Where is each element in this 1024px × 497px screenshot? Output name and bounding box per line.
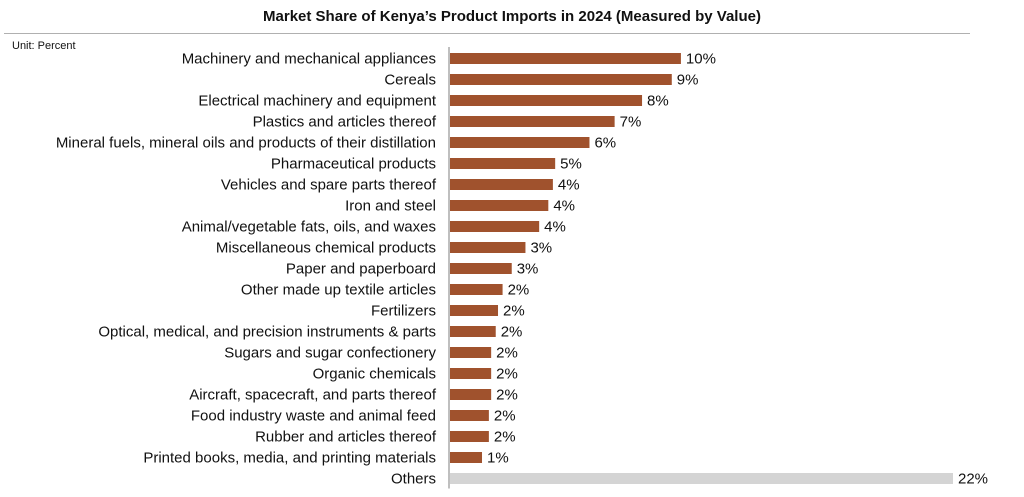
category-label-other-made-up-textile-articles: Other made up textile articles xyxy=(241,282,436,299)
category-label-vehicles-and-spare-parts-thereof: Vehicles and spare parts thereof xyxy=(221,177,437,194)
category-label-sugars-and-sugar-confectionery: Sugars and sugar confectionery xyxy=(224,345,436,362)
category-label-food-industry-waste-and-animal-feed: Food industry waste and animal feed xyxy=(191,408,436,425)
bar-plastics-and-articles-thereof xyxy=(450,116,615,127)
unit-label: Unit: Percent xyxy=(12,40,76,52)
value-label-rubber-and-articles-thereof: 2% xyxy=(494,429,516,446)
bar-machinery-and-mechanical-appliances xyxy=(450,53,681,64)
value-label-machinery-and-mechanical-appliances: 10% xyxy=(686,51,716,68)
category-label-miscellaneous-chemical-products: Miscellaneous chemical products xyxy=(216,240,436,257)
category-label-plastics-and-articles-thereof: Plastics and articles thereof xyxy=(253,114,437,131)
bar-other-made-up-textile-articles xyxy=(450,284,503,295)
bar-food-industry-waste-and-animal-feed xyxy=(450,410,489,421)
bar-mineral-fuels-mineral-oils-and-products-of-their-distillation xyxy=(450,137,590,148)
bar-optical-medical-and-precision-instruments-parts xyxy=(450,326,496,337)
category-label-aircraft-spacecraft-and-parts-thereof: Aircraft, spacecraft, and parts thereof xyxy=(189,387,437,404)
bar-fertilizers xyxy=(450,305,499,316)
bar-electrical-machinery-and-equipment xyxy=(450,95,643,106)
value-label-food-industry-waste-and-animal-feed: 2% xyxy=(494,408,516,425)
category-label-electrical-machinery-and-equipment: Electrical machinery and equipment xyxy=(198,93,436,110)
bar-printed-books-media-and-printing-materials xyxy=(450,452,483,463)
bar-rubber-and-articles-thereof xyxy=(450,431,489,442)
value-label-printed-books-media-and-printing-materials: 1% xyxy=(487,450,509,467)
title-divider xyxy=(4,33,970,34)
value-label-miscellaneous-chemical-products: 3% xyxy=(530,240,552,257)
value-label-paper-and-paperboard: 3% xyxy=(517,261,539,278)
value-label-electrical-machinery-and-equipment: 8% xyxy=(647,93,669,110)
category-label-pharmaceutical-products: Pharmaceutical products xyxy=(271,156,436,173)
chart-title: Market Share of Kenya’s Product Imports … xyxy=(263,8,761,25)
category-label-animal-vegetable-fats-oils-and-waxes: Animal/vegetable fats, oils, and waxes xyxy=(182,219,436,236)
bar-organic-chemicals xyxy=(450,368,492,379)
value-label-vehicles-and-spare-parts-thereof: 4% xyxy=(558,177,580,194)
bar-others xyxy=(450,473,953,484)
value-label-cereals: 9% xyxy=(677,72,699,89)
value-label-sugars-and-sugar-confectionery: 2% xyxy=(496,345,518,362)
category-label-machinery-and-mechanical-appliances: Machinery and mechanical appliances xyxy=(182,51,436,68)
bar-vehicles-and-spare-parts-thereof xyxy=(450,179,553,190)
value-label-aircraft-spacecraft-and-parts-thereof: 2% xyxy=(496,387,518,404)
value-label-iron-and-steel: 4% xyxy=(553,198,575,215)
value-label-organic-chemicals: 2% xyxy=(496,366,518,383)
value-label-fertilizers: 2% xyxy=(503,303,525,320)
bar-iron-and-steel xyxy=(450,200,549,211)
value-label-others: 22% xyxy=(958,471,988,488)
value-label-pharmaceutical-products: 5% xyxy=(560,156,582,173)
bar-aircraft-spacecraft-and-parts-thereof xyxy=(450,389,492,400)
category-label-paper-and-paperboard: Paper and paperboard xyxy=(286,261,436,278)
category-label-printed-books-media-and-printing-materials: Printed books, media, and printing mater… xyxy=(143,450,436,467)
category-label-iron-and-steel: Iron and steel xyxy=(345,198,436,215)
value-label-optical-medical-and-precision-instruments-parts: 2% xyxy=(501,324,523,341)
category-label-rubber-and-articles-thereof: Rubber and articles thereof xyxy=(255,429,437,446)
value-label-other-made-up-textile-articles: 2% xyxy=(508,282,530,299)
category-label-others: Others xyxy=(391,471,436,488)
bar-cereals xyxy=(450,74,672,85)
value-label-animal-vegetable-fats-oils-and-waxes: 4% xyxy=(544,219,566,236)
value-label-plastics-and-articles-thereof: 7% xyxy=(620,114,642,131)
bar-sugars-and-sugar-confectionery xyxy=(450,347,492,358)
category-label-organic-chemicals: Organic chemicals xyxy=(313,366,436,383)
category-label-fertilizers: Fertilizers xyxy=(371,303,436,320)
category-label-mineral-fuels-mineral-oils-and-products-of-their-distillation: Mineral fuels, mineral oils and products… xyxy=(56,135,436,152)
category-label-optical-medical-and-precision-instruments-parts: Optical, medical, and precision instrume… xyxy=(98,324,436,341)
bar-animal-vegetable-fats-oils-and-waxes xyxy=(450,221,540,232)
bar-pharmaceutical-products xyxy=(450,158,556,169)
bar-paper-and-paperboard xyxy=(450,263,512,274)
category-label-cereals: Cereals xyxy=(384,72,436,89)
bar-miscellaneous-chemical-products xyxy=(450,242,526,253)
value-label-mineral-fuels-mineral-oils-and-products-of-their-distillation: 6% xyxy=(594,135,616,152)
